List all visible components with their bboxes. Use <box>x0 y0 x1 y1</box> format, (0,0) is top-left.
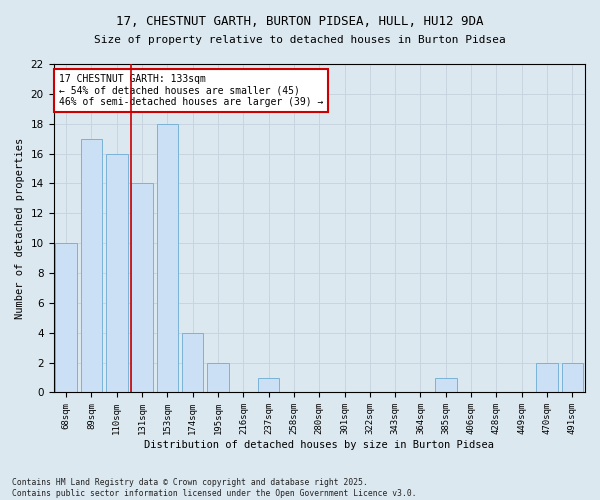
Bar <box>207 362 229 392</box>
Text: 17, CHESTNUT GARTH, BURTON PIDSEA, HULL, HU12 9DA: 17, CHESTNUT GARTH, BURTON PIDSEA, HULL,… <box>116 15 484 28</box>
Bar <box>81 138 102 392</box>
Text: Contains HM Land Registry data © Crown copyright and database right 2025.
Contai: Contains HM Land Registry data © Crown c… <box>12 478 416 498</box>
Text: Size of property relative to detached houses in Burton Pidsea: Size of property relative to detached ho… <box>94 35 506 45</box>
Y-axis label: Number of detached properties: Number of detached properties <box>15 138 25 319</box>
Bar <box>562 362 583 392</box>
Bar <box>536 362 558 392</box>
Bar <box>131 184 153 392</box>
Bar <box>182 333 203 392</box>
Bar <box>157 124 178 392</box>
Bar <box>258 378 280 392</box>
Bar <box>435 378 457 392</box>
Bar <box>55 243 77 392</box>
Text: 17 CHESTNUT GARTH: 133sqm
← 54% of detached houses are smaller (45)
46% of semi-: 17 CHESTNUT GARTH: 133sqm ← 54% of detac… <box>59 74 323 107</box>
Bar <box>106 154 128 392</box>
X-axis label: Distribution of detached houses by size in Burton Pidsea: Distribution of detached houses by size … <box>144 440 494 450</box>
